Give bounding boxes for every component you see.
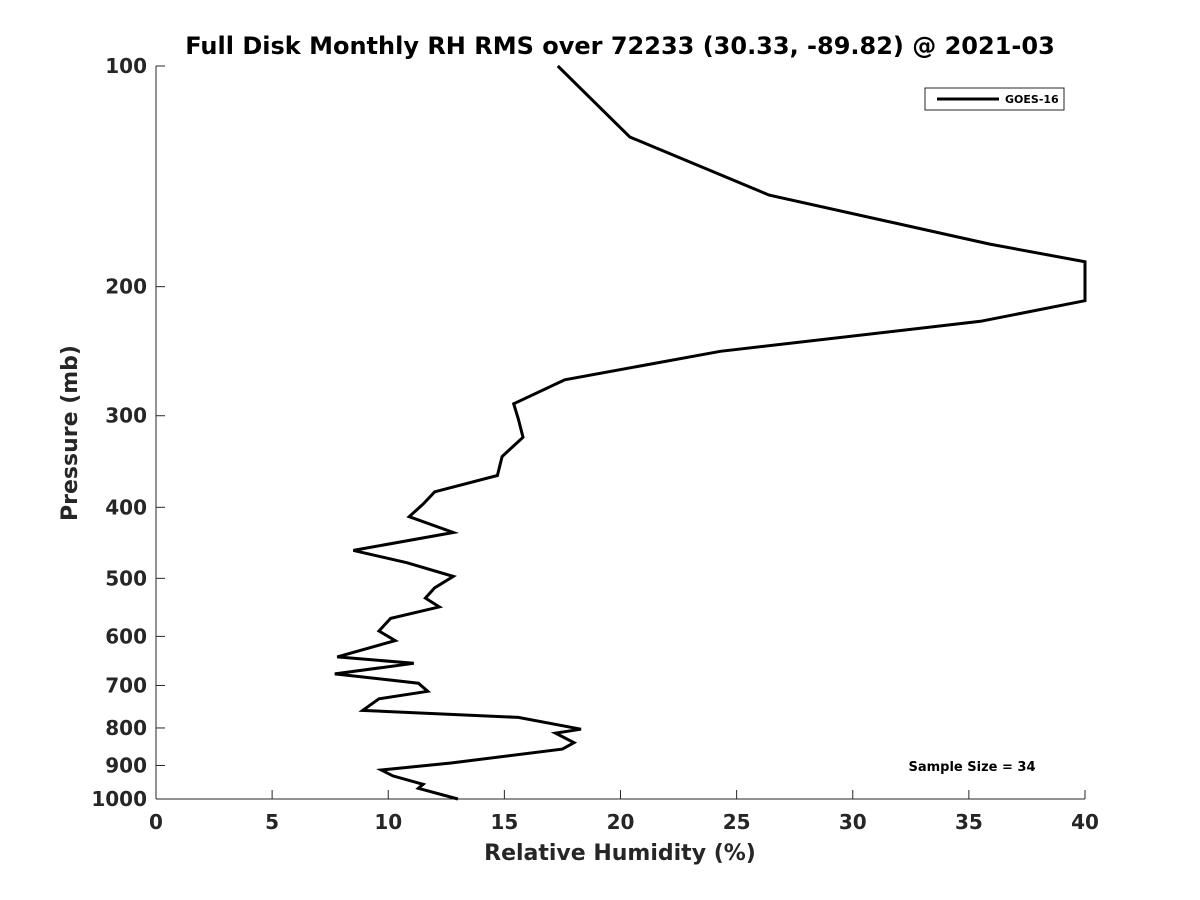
x-tick-label: 25 [723, 810, 751, 834]
y-tick-label: 1000 [91, 787, 147, 811]
y-tick-label: 600 [105, 624, 147, 648]
y-axis-label: Pressure (mb) [58, 345, 83, 521]
y-tick-label: 800 [105, 716, 147, 740]
x-tick-label: 0 [149, 810, 163, 834]
series-goes16-line [334, 64, 1087, 801]
x-axis-ticks: 0 5 10 15 20 25 30 35 40 [149, 790, 1099, 834]
y-tick-label: 900 [105, 753, 147, 777]
y-tick-label: 700 [105, 673, 147, 697]
chart-title: Full Disk Monthly RH RMS over 72233 (30.… [185, 32, 1055, 60]
x-tick-label: 20 [607, 810, 635, 834]
y-tick-label: 300 [105, 404, 147, 428]
y-tick-label: 100 [105, 54, 147, 78]
x-tick-label: 40 [1071, 810, 1099, 834]
x-tick-label: 15 [490, 810, 518, 834]
y-axis-ticks: 100 200 300 400 500 600 700 800 900 1000 [91, 54, 165, 811]
y-tick-label: 400 [105, 495, 147, 519]
legend: GOES-16 [924, 87, 1065, 111]
x-tick-label: 5 [265, 810, 279, 834]
x-tick-label: 10 [374, 810, 402, 834]
y-tick-label: 500 [105, 566, 147, 590]
x-tick-label: 35 [955, 810, 983, 834]
x-axis-label: Relative Humidity (%) [484, 841, 756, 866]
y-tick-label: 200 [105, 275, 147, 299]
x-tick-label: 30 [839, 810, 867, 834]
sample-size-annotation: Sample Size = 34 [908, 760, 1035, 775]
legend-label-goes16: GOES-16 [1005, 93, 1059, 106]
